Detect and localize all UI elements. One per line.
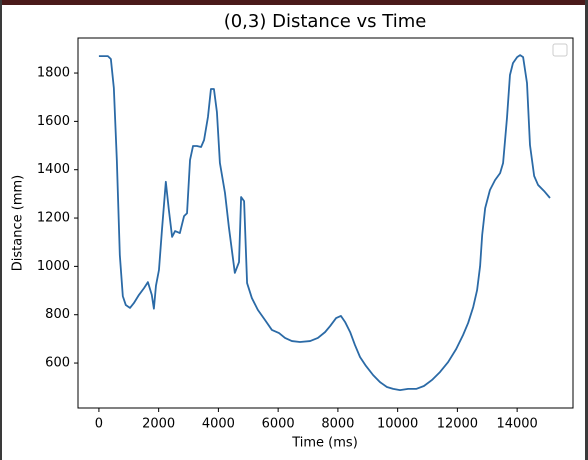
y-tick-label: 1600	[37, 114, 70, 129]
y-tick-label: 1400	[37, 162, 70, 177]
y-tick-label: 800	[45, 307, 70, 322]
x-axis-label: Time (ms)	[291, 436, 358, 451]
plot-frame	[77, 37, 574, 409]
x-tick-label: 10000	[377, 417, 418, 432]
x-tick-label: 14000	[496, 417, 537, 432]
x-tick-label: 4000	[202, 417, 235, 432]
x-tick-label: 0	[95, 417, 103, 432]
window-left-border	[0, 0, 2, 460]
window-top-bar	[0, 0, 588, 5]
window-right-border	[585, 0, 588, 460]
y-tick-label: 1000	[37, 259, 70, 274]
data-line	[98, 54, 551, 392]
x-tick-label: 12000	[437, 417, 478, 432]
y-tick-label: 1800	[37, 66, 70, 81]
chart-title: (0,3) Distance vs Time	[224, 11, 427, 32]
y-axis-label: Distance (mm)	[11, 175, 26, 271]
x-tick-label: 6000	[262, 417, 295, 432]
y-tick-label: 1200	[37, 211, 70, 226]
x-tick-label: 8000	[321, 417, 354, 432]
legend-box	[552, 43, 568, 57]
x-tick-label: 2000	[142, 417, 175, 432]
y-tick-label: 600	[45, 356, 70, 371]
